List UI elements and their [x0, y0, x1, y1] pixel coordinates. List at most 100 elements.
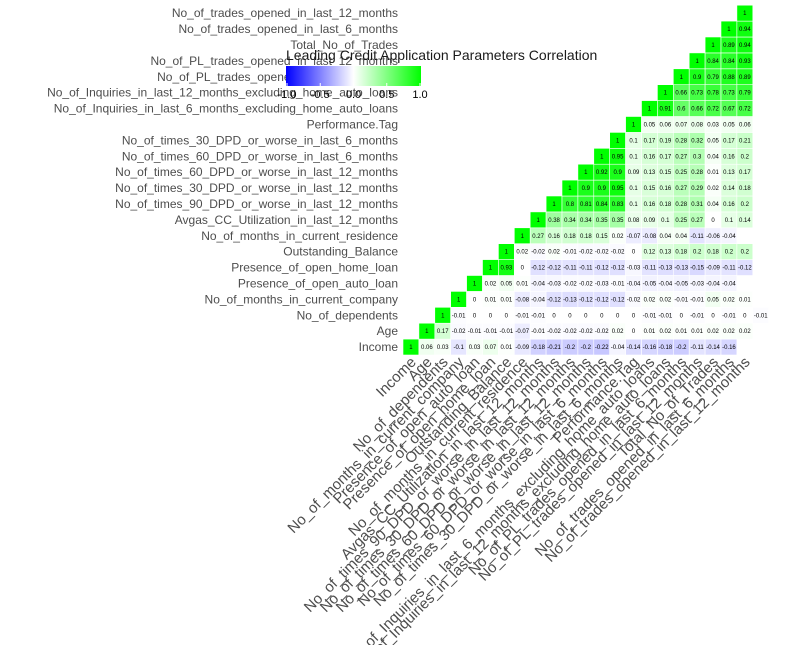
- cell-value-label: 0.6: [677, 107, 686, 113]
- cell-value-label: -0.04: [706, 281, 720, 287]
- cell-value-label: 0.34: [564, 218, 576, 224]
- cell-value-label: -0.01: [500, 329, 514, 335]
- cell-value-label: 0.16: [548, 234, 560, 240]
- y-tick-label: Age: [377, 324, 399, 338]
- cell-value-label: -0.12: [579, 297, 593, 303]
- cell-value-label: 0.92: [596, 170, 608, 176]
- cell-value-label: -0.11: [563, 266, 577, 272]
- cell-value-label: 0.15: [596, 234, 608, 240]
- cell-value-label: 0.09: [628, 170, 640, 176]
- cell-value-label: 1: [425, 329, 429, 335]
- cell-value-label: 1: [584, 170, 588, 176]
- cell-value-label: -0.03: [595, 281, 609, 287]
- cell-value-label: -0.02: [563, 281, 577, 287]
- cell-value-label: -0.12: [531, 266, 545, 272]
- cell-value-label: -0.02: [611, 250, 625, 256]
- cell-value-label: -0.01: [690, 297, 704, 303]
- cell-value-label: 0.84: [723, 59, 735, 65]
- cell-value-label: -0.03: [627, 266, 641, 272]
- cell-value-label: 0.81: [580, 202, 592, 208]
- cell-value-label: 0: [632, 313, 636, 319]
- cell-value-label: -0.08: [643, 234, 657, 240]
- cell-value-label: 1: [521, 234, 525, 240]
- cell-value-label: 0.79: [707, 75, 719, 81]
- cell-value-label: 0.73: [691, 91, 703, 97]
- cell-value-label: -0.07: [515, 329, 529, 335]
- cell-value-label: -0.01: [643, 313, 657, 319]
- y-tick-label: No_of_months_in_current_residence: [201, 229, 398, 243]
- y-tick-label: No_of_dependents: [297, 308, 398, 322]
- cell-value-label: -0.06: [706, 234, 720, 240]
- cell-value-label: 0: [521, 266, 525, 272]
- cell-value-label: 0.02: [612, 329, 624, 335]
- cell-value-label: 0.79: [739, 91, 751, 97]
- cell-value-label: 0.02: [660, 329, 672, 335]
- cell-value-label: -0.12: [547, 266, 561, 272]
- cell-value-label: 0.27: [532, 234, 544, 240]
- cell-value-label: 0.02: [739, 329, 751, 335]
- cell-value-label: 0: [743, 313, 747, 319]
- cell-value-label: -0.16: [643, 345, 657, 351]
- cell-value-label: 0.16: [723, 202, 735, 208]
- cell-value-label: -0.01: [531, 329, 545, 335]
- cell-value-label: 1: [711, 43, 715, 49]
- cell-value-label: -0.12: [595, 297, 609, 303]
- cell-value-label: 0.27: [675, 154, 687, 160]
- cell-value-label: 0.02: [707, 186, 719, 192]
- cell-value-label: 0.29: [691, 186, 703, 192]
- cell-value-label: 1: [695, 59, 699, 65]
- cell-value-label: 0.01: [501, 297, 513, 303]
- cell-value-label: 0.2: [725, 250, 734, 256]
- cell-value-label: -0.01: [563, 250, 577, 256]
- y-tick-label: No_of_times_60_DPD_or_worse_in_last_6_mo…: [122, 149, 398, 163]
- cell-value-label: 1: [600, 154, 604, 160]
- cell-value-label: -0.04: [531, 297, 545, 303]
- cell-value-label: 0.1: [661, 218, 670, 224]
- cell-value-label: -0.13: [659, 266, 673, 272]
- cell-value-label: -0.2: [676, 345, 687, 351]
- cell-value-label: 0.06: [739, 122, 751, 128]
- y-tick-label: No_of_Inquiries_in_last_12_months_exclud…: [47, 86, 398, 100]
- x-axis-labels: IncomeAgeNo_of_dependentsNo_of_months_in…: [284, 353, 753, 645]
- y-tick-label: No_of_trades_opened_in_last_6_months: [179, 22, 399, 36]
- cell-value-label: 1: [441, 313, 445, 319]
- cell-value-label: 0.16: [644, 154, 656, 160]
- cell-value-label: -0.11: [691, 234, 705, 240]
- cell-value-label: -0.12: [595, 266, 609, 272]
- cell-value-label: -0.02: [452, 329, 466, 335]
- cell-value-label: 1: [616, 138, 620, 144]
- cell-value-label: 0.18: [580, 234, 592, 240]
- cell-value-label: 0.06: [421, 345, 433, 351]
- cell-value-label: 0.17: [437, 329, 449, 335]
- cell-value-label: 0.02: [548, 250, 560, 256]
- cell-value-label: 0: [473, 313, 477, 319]
- cell-value-label: 0.18: [707, 250, 719, 256]
- cell-value-label: 0.02: [485, 281, 497, 287]
- cell-value-label: 0.2: [741, 250, 750, 256]
- cell-value-label: 0.19: [660, 138, 672, 144]
- cell-value-label: 0: [632, 250, 636, 256]
- y-tick-label: Presence_of_open_auto_loan: [238, 276, 398, 290]
- cell-value-label: 0.3: [693, 154, 702, 160]
- cell-value-label: 0.1: [725, 218, 734, 224]
- cell-value-label: -0.2: [581, 345, 592, 351]
- cell-value-label: 0.9: [582, 186, 591, 192]
- y-tick-label: Avgas_CC_Utilization_in_last_12_months: [175, 213, 398, 227]
- cell-value-label: 0.04: [707, 154, 719, 160]
- cell-value-label: 0.84: [596, 202, 608, 208]
- cell-value-label: -0.11: [579, 266, 593, 272]
- cell-value-label: 0.95: [612, 186, 624, 192]
- cell-value-label: -0.04: [722, 281, 736, 287]
- cell-value-label: 0: [600, 313, 604, 319]
- cell-value-label: -0.2: [565, 345, 576, 351]
- cell-value-label: 0.16: [644, 202, 656, 208]
- cell-value-label: 0.01: [644, 329, 656, 335]
- cell-value-label: 0.17: [723, 138, 735, 144]
- cell-value-label: -0.05: [643, 281, 657, 287]
- cell-value-label: 0.07: [675, 122, 687, 128]
- y-tick-label: Income: [359, 340, 399, 354]
- cell-value-label: 0.05: [644, 122, 656, 128]
- cell-value-label: -0.02: [579, 281, 593, 287]
- cell-value-label: 0.72: [707, 107, 719, 113]
- cell-value-label: 0.2: [693, 250, 702, 256]
